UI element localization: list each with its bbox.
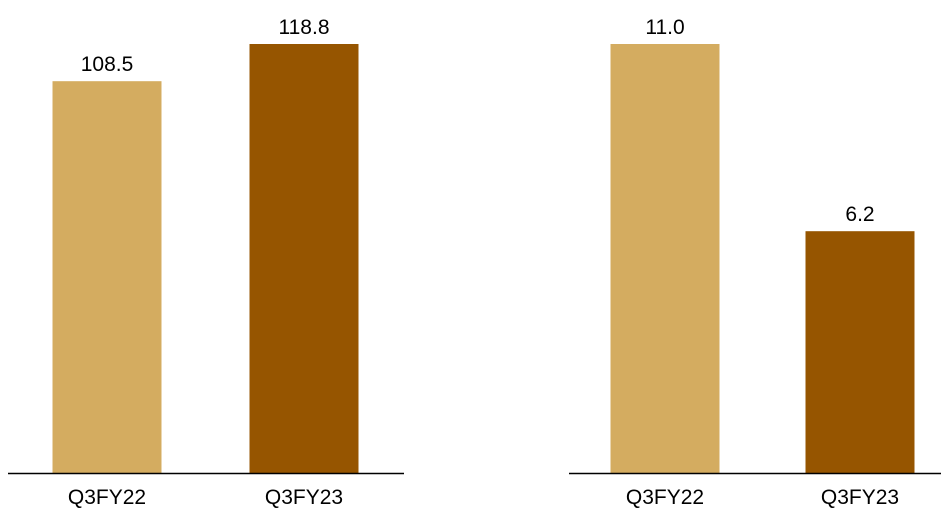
data-label: 6.2 <box>845 203 874 226</box>
bar-q3fy23 <box>805 231 915 473</box>
data-label: 108.5 <box>81 53 134 76</box>
x-tick-label: Q3FY23 <box>821 486 899 508</box>
bar-q3fy22 <box>52 81 162 473</box>
x-tick-label: Q3FY22 <box>626 486 704 508</box>
data-label: 11.0 <box>645 16 684 39</box>
bar-q3fy23 <box>249 44 359 473</box>
bar-q3fy22 <box>610 44 720 473</box>
data-label: 118.8 <box>279 16 330 39</box>
x-tick-label: Q3FY22 <box>68 486 146 508</box>
chart-panel-1: 108.5 Q3FY22 118.8 Q3FY23 <box>8 16 404 509</box>
x-tick-label: Q3FY23 <box>265 486 343 508</box>
chart-panel-2: 11.0 Q3FY22 6.2 Q3FY23 <box>569 16 941 509</box>
